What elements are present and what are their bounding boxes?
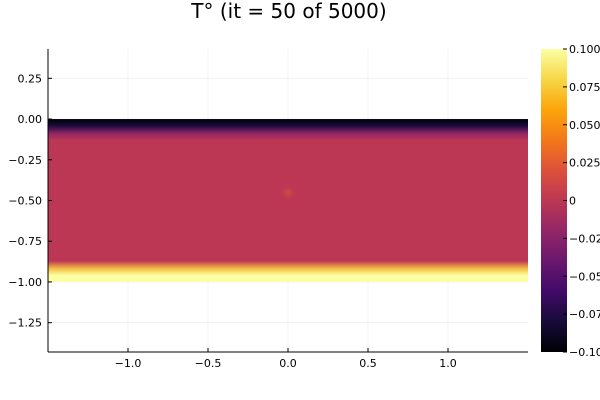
colorbar-tick-label: 0 [569, 195, 576, 208]
y-tick-label: 0.25 [18, 72, 43, 85]
y-tick-label: −1.25 [8, 317, 42, 330]
y-tick-label: −0.75 [8, 235, 42, 248]
x-tick-label: 1.0 [439, 357, 457, 370]
y-tick-label: −0.25 [8, 154, 42, 167]
colorbar-tick-label: 0.025 [569, 157, 600, 170]
x-tick-label: 0.5 [359, 357, 377, 370]
colorbar-tick-label: −0.050 [569, 270, 600, 283]
heatmap-hotspot [279, 183, 297, 202]
x-tick-label: −1.0 [115, 357, 142, 370]
chart-title: T° (it = 50 of 5000) [190, 0, 386, 23]
colorbar-tick-label: 0.075 [569, 81, 600, 94]
colorbar-tick-label: 0.100 [569, 43, 600, 56]
colorbar-ticks: 0.100 0.075 0.050 0.025 0 −0.025 −0.050 −0.075 −… [563, 43, 600, 359]
colorbar-tick-label: −0.100 [569, 346, 600, 359]
colorbar-tick-label: −0.075 [569, 308, 600, 321]
y-tick-label: −1.00 [8, 276, 42, 289]
colorbar-tick-label: −0.025 [569, 232, 600, 245]
x-tick-label: −0.5 [195, 357, 222, 370]
colorbar-tick-label: 0.050 [569, 119, 600, 132]
colorbar [541, 49, 567, 352]
x-tick-label: 0.0 [279, 357, 297, 370]
y-tick-label: 0.00 [18, 113, 43, 126]
y-tick-label: −0.50 [8, 195, 42, 208]
axis-ticks: −1.0 −0.5 0.0 0.5 1.0 0.25 0.00 −0.25 −0.50 −0.75… [8, 72, 456, 370]
